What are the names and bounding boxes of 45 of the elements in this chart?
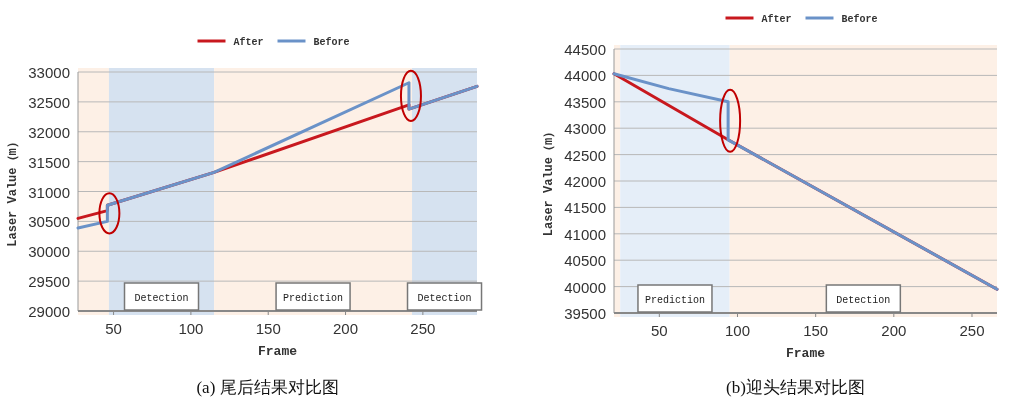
y-tick-label: 32500 bbox=[28, 93, 70, 111]
y-tick-label: 29000 bbox=[28, 303, 70, 320]
band-label: Prediction bbox=[283, 293, 344, 304]
y-tick-label: 40500 bbox=[564, 252, 606, 270]
band-label: Detection bbox=[836, 295, 891, 306]
y-tick-label: 44000 bbox=[564, 67, 606, 85]
legend-label: Before bbox=[313, 37, 350, 48]
x-tick-label: 250 bbox=[959, 322, 985, 339]
text: (a) 尾后结果对比图 bbox=[196, 378, 339, 397]
y-tick-label: 41500 bbox=[564, 199, 606, 217]
x-tick-label: 150 bbox=[803, 322, 829, 339]
legend-label: Before bbox=[841, 14, 878, 25]
band-label: Detection bbox=[417, 293, 472, 304]
y-tick-label: 32000 bbox=[28, 123, 70, 141]
y-axis-title: Laser Value（m） bbox=[542, 125, 556, 237]
y-tick-label: 33000 bbox=[28, 64, 70, 81]
x-tick-label: 150 bbox=[255, 320, 281, 337]
y-tick-label: 31500 bbox=[28, 153, 70, 171]
y-tick-label: 31000 bbox=[28, 183, 70, 201]
x-tick-label: 200 bbox=[881, 322, 907, 339]
y-tick-label: 30000 bbox=[28, 243, 70, 261]
x-tick-label: 50 bbox=[105, 320, 122, 337]
y-tick-label: 44500 bbox=[564, 41, 606, 58]
x-axis-title: Frame bbox=[785, 346, 826, 361]
y-tick-label: 40000 bbox=[564, 278, 606, 296]
legend-label: After bbox=[761, 14, 792, 25]
y-tick-label: 42000 bbox=[564, 173, 606, 190]
x-tick-label: 250 bbox=[410, 320, 436, 337]
y-tick-label: 42500 bbox=[564, 146, 606, 164]
x-tick-label: 50 bbox=[650, 322, 668, 339]
y-tick-label: 39500 bbox=[564, 305, 606, 322]
x-axis-title: Frame bbox=[257, 344, 298, 359]
y-tick-label: 30500 bbox=[28, 213, 70, 231]
y-tick-label: 43000 bbox=[564, 120, 606, 138]
legend-label: After bbox=[233, 37, 264, 48]
y-tick-label: 29500 bbox=[28, 273, 70, 291]
x-tick-label: 100 bbox=[724, 322, 751, 339]
y-axis-title: Laser Value（m） bbox=[6, 136, 20, 247]
y-tick-label: 41000 bbox=[564, 225, 606, 243]
y-tick-label: 43500 bbox=[564, 93, 606, 111]
x-tick-label: 200 bbox=[333, 320, 359, 337]
band-label: Prediction bbox=[644, 295, 705, 306]
band-label: Detection bbox=[134, 293, 189, 304]
text: (b)迎头结果对比图 bbox=[726, 378, 865, 397]
x-tick-label: 100 bbox=[178, 320, 204, 337]
